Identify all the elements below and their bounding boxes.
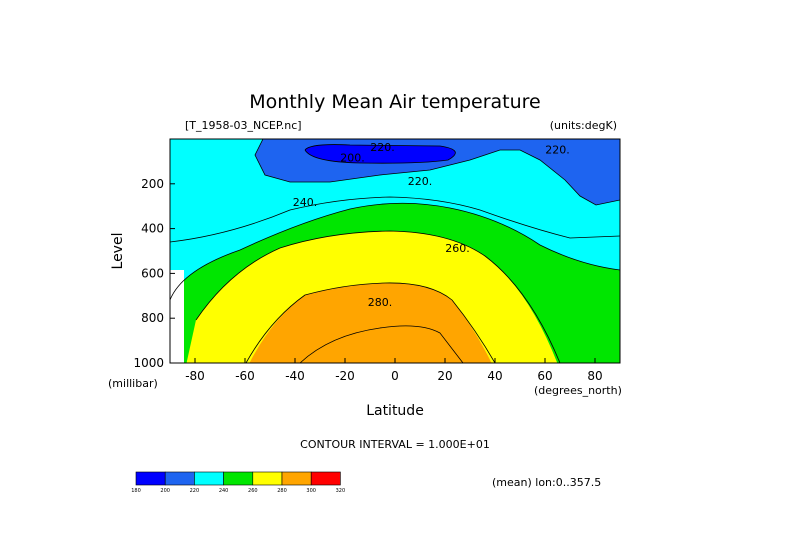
units-label: (units:degK) (550, 119, 617, 132)
x-tick-label: -20 (335, 369, 355, 383)
x-tick-label: 40 (487, 369, 502, 383)
color-key-swatch (194, 471, 224, 486)
color-key-label: 180 (131, 488, 141, 494)
color-key-label: 240 (219, 488, 229, 494)
contour-label: 200. (340, 151, 365, 164)
color-key-label: 320 (336, 488, 346, 494)
color-key-swatch (252, 471, 283, 486)
color-key-label: 220 (190, 488, 200, 494)
contour-labels: 220. 200. 220. 220. 240. 260. 280. (293, 141, 570, 309)
color-key-label: 200 (160, 488, 170, 494)
x-tick-label: -40 (285, 369, 305, 383)
y-axis-label: Level (110, 233, 126, 270)
band-200-220 (170, 139, 620, 205)
y-tick-label: 1000 (133, 356, 164, 370)
color-key-swatch (310, 471, 341, 486)
x-tick-label: -60 (235, 369, 255, 383)
y-tick-label: 600 (141, 266, 164, 280)
y-units-label: (millibar) (108, 377, 158, 390)
y-tick-label: 400 (141, 222, 164, 236)
contour-label: 220. (370, 141, 395, 154)
contour-label: 220. (545, 143, 570, 156)
x-tick-label: 80 (587, 369, 602, 383)
x-tick-label: 60 (537, 369, 552, 383)
x-axis-label: Latitude (366, 403, 424, 419)
color-key-swatch (164, 471, 195, 486)
x-axis-ticks: -80 -60 -40 -20 0 20 40 60 80 (185, 358, 603, 383)
contour-label: 240. (293, 196, 318, 209)
x-tick-label: -80 (185, 369, 205, 383)
missing-data-patch (170, 270, 184, 363)
y-axis-ticks: 200 400 600 800 1000 (133, 177, 175, 370)
x-tick-label: 20 (437, 369, 452, 383)
color-key-swatch (135, 471, 166, 486)
color-key-swatch (223, 471, 254, 486)
color-key-label: 300 (306, 488, 316, 494)
x-units-label: (degrees_north) (534, 384, 622, 397)
chart-title: Monthly Mean Air temperature (249, 91, 540, 113)
x-tick-label: 0 (391, 369, 399, 383)
contour-label: 220. (408, 175, 433, 188)
contour-lines (170, 139, 620, 363)
color-key-label: 280 (277, 488, 287, 494)
contour-label: 280. (368, 296, 393, 309)
contour-field (170, 139, 620, 363)
source-label: [T_1958-03_NCEP.nc] (185, 119, 302, 132)
mean-longitude-note: (mean) lon:0..357.5 (492, 476, 601, 489)
band-180-200 (305, 144, 456, 164)
contour-interval-note: CONTOUR INTERVAL = 1.000E+01 (300, 438, 490, 451)
color-key-label: 260 (248, 488, 258, 494)
color-key-swatch (281, 471, 312, 486)
y-tick-label: 800 (141, 311, 164, 325)
y-tick-label: 200 (141, 177, 164, 191)
band-280-300 (249, 282, 492, 363)
color-key: 180 200 220 240 260 280 300 320 (131, 471, 346, 494)
contour-label: 260. (445, 242, 470, 255)
